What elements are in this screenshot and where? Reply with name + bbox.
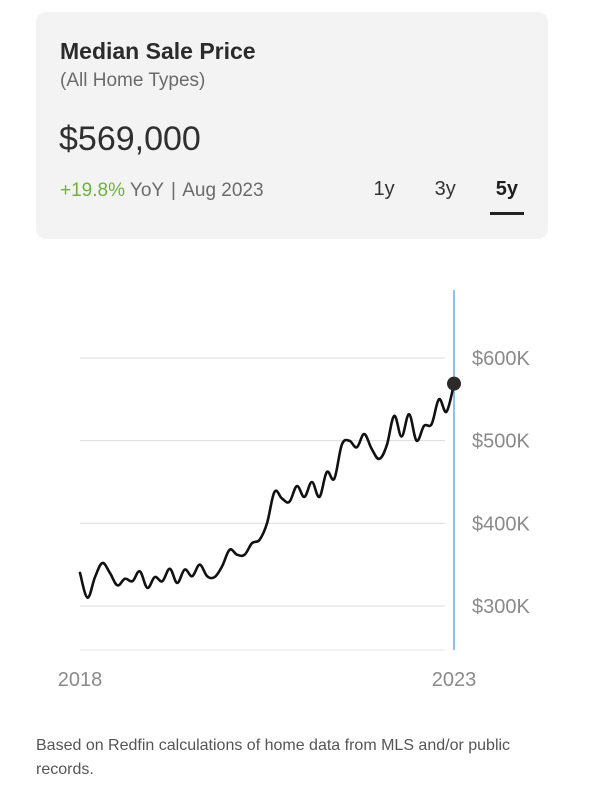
change-suffix: YoY xyxy=(129,180,164,201)
change-period: Aug 2023 xyxy=(182,180,264,201)
footnote: Based on Redfin calculations of home dat… xyxy=(36,737,511,778)
yoy-change: +19.8% YoY | Aug 2023 xyxy=(60,180,264,202)
x-tick-label: 2023 xyxy=(432,669,477,691)
summary-card: Median Sale Price (All Home Types) $569,… xyxy=(36,12,548,239)
tab-1y[interactable]: 1y xyxy=(373,178,395,200)
median-price-line xyxy=(78,382,456,600)
card-subtitle: (All Home Types) xyxy=(60,70,206,91)
change-percent: +19.8% xyxy=(60,180,125,201)
card-title: Median Sale Price xyxy=(60,38,256,64)
range-tabs: 1y 3y 5y xyxy=(368,178,525,215)
price-chart[interactable]: $300K $400K $500K $600K 2018 2023 xyxy=(0,280,601,700)
tab-3y[interactable]: 3y xyxy=(434,178,456,200)
y-tick-label: $500K xyxy=(472,431,530,453)
x-tick-label: 2018 xyxy=(58,669,103,691)
y-tick-label: $600K xyxy=(472,348,530,370)
latest-data-point xyxy=(447,376,461,391)
change-separator: | xyxy=(171,180,176,201)
y-tick-label: $400K xyxy=(472,513,530,535)
tab-5y[interactable]: 5y xyxy=(489,178,525,215)
y-tick-label: $300K xyxy=(472,596,530,618)
median-price: $569,000 xyxy=(59,120,201,158)
